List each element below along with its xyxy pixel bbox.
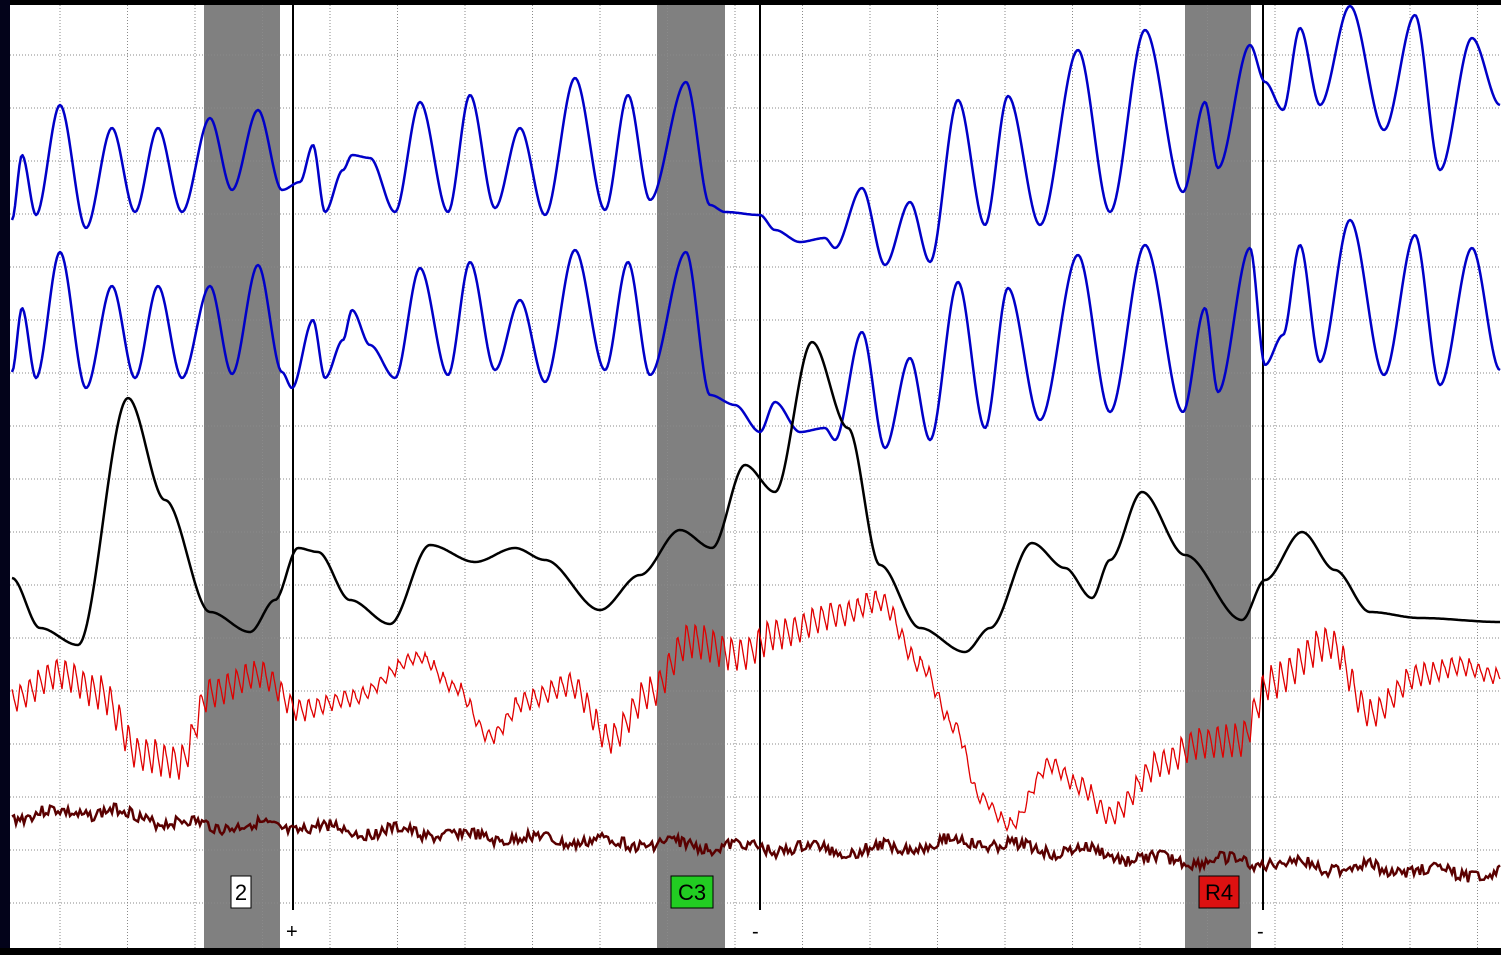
answer-mark-3: - — [1257, 921, 1264, 943]
series-pneumo-upper — [10, 4, 1501, 267]
answer-mark-1: + — [286, 921, 298, 943]
question-window-2 — [657, 5, 725, 948]
question-label-2: C3 — [678, 880, 706, 905]
answer-mark-2: - — [752, 921, 759, 943]
question-label-3: R4 — [1205, 880, 1233, 905]
left-border — [0, 0, 10, 955]
series-cardio — [11, 590, 1501, 833]
series-pneumo-lower — [10, 218, 1501, 450]
question-label-box-2 — [670, 875, 714, 909]
series-motion — [11, 802, 1501, 883]
series-eda — [11, 340, 1500, 654]
question-label-box-1 — [230, 875, 252, 909]
question-label-1: 2 — [235, 880, 247, 905]
bottom-border — [0, 948, 1501, 955]
question-window-3 — [1185, 5, 1251, 948]
question-label-box-3 — [1198, 875, 1240, 909]
